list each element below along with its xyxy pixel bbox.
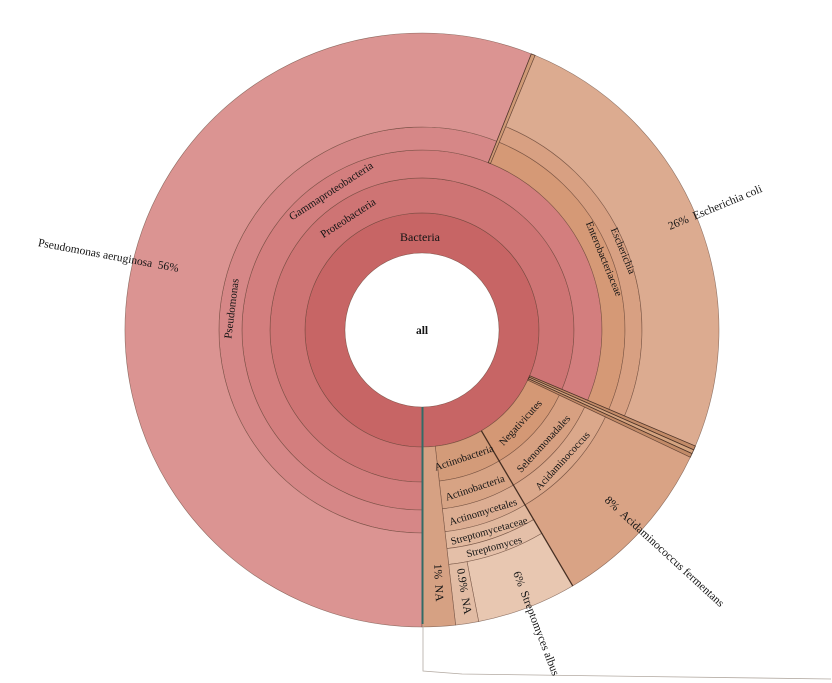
acidaminococcus-streptomyces-boundary <box>480 430 574 587</box>
callout-na-1: 1% NA <box>431 564 445 603</box>
leader-line <box>422 625 832 680</box>
wedge-escherichia-coli[interactable] <box>505 55 720 447</box>
center-label: all <box>416 325 428 337</box>
wedge-pseudomonas-aeruginosa[interactable] <box>124 32 532 628</box>
callout-acidaminococcus-fermentans: 8% Acidaminococcus fermentans <box>602 494 727 610</box>
ring-label-bacteria: Bacteria <box>400 230 441 244</box>
